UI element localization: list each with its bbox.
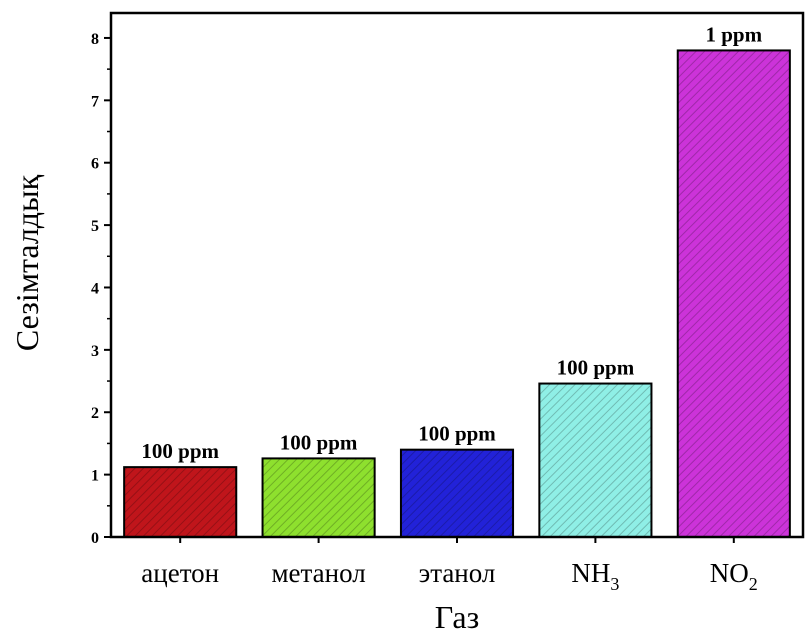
y-tick-label: 6	[91, 156, 99, 173]
y-tick-label: 1	[91, 468, 99, 485]
category-label-main: метанол	[271, 558, 365, 588]
category-label: NH3	[571, 558, 619, 594]
data-label: 1 ppm	[705, 22, 762, 46]
category-labels: ацетон метанол этанол NH3 NO2	[141, 558, 758, 594]
y-tick-label: 0	[91, 530, 99, 547]
data-labels: 100 ppm 100 ppm 100 ppm 100 ppm 1 ppm	[141, 22, 762, 463]
x-axis-title: Газ	[435, 599, 480, 635]
category-label: NO2	[710, 558, 758, 594]
data-label: 100 ppm	[557, 356, 635, 380]
bar	[123, 466, 238, 538]
data-label: 100 ppm	[418, 422, 496, 446]
category-label-main: этанол	[419, 558, 496, 588]
data-label: 100 ppm	[280, 430, 358, 454]
category-label-main: ацетон	[141, 558, 219, 588]
category-label-main: NH	[571, 558, 610, 588]
bar	[676, 49, 791, 539]
y-tick-label: 2	[91, 405, 99, 422]
bar	[261, 457, 376, 538]
category-label-subscript: 2	[749, 574, 758, 594]
y-tick-label: 7	[91, 93, 99, 110]
y-axis-ticks: 0 1 2 3 4 5 6 7 8	[91, 31, 111, 547]
category-label: ацетон	[141, 558, 219, 588]
bar	[538, 382, 653, 538]
category-label: метанол	[271, 558, 365, 588]
plot-frame	[109, 11, 805, 539]
bar	[399, 448, 515, 538]
data-label: 100 ppm	[141, 439, 219, 463]
category-label-main: NO	[710, 558, 749, 588]
y-axis-title: Сезімталдық	[9, 174, 45, 351]
category-label: этанол	[419, 558, 496, 588]
bars	[123, 49, 791, 539]
category-label-subscript: 3	[610, 574, 619, 594]
y-tick-label: 5	[91, 218, 99, 235]
y-tick-label: 4	[91, 280, 99, 297]
y-tick-label: 3	[91, 343, 99, 360]
y-tick-label: 8	[91, 31, 99, 48]
